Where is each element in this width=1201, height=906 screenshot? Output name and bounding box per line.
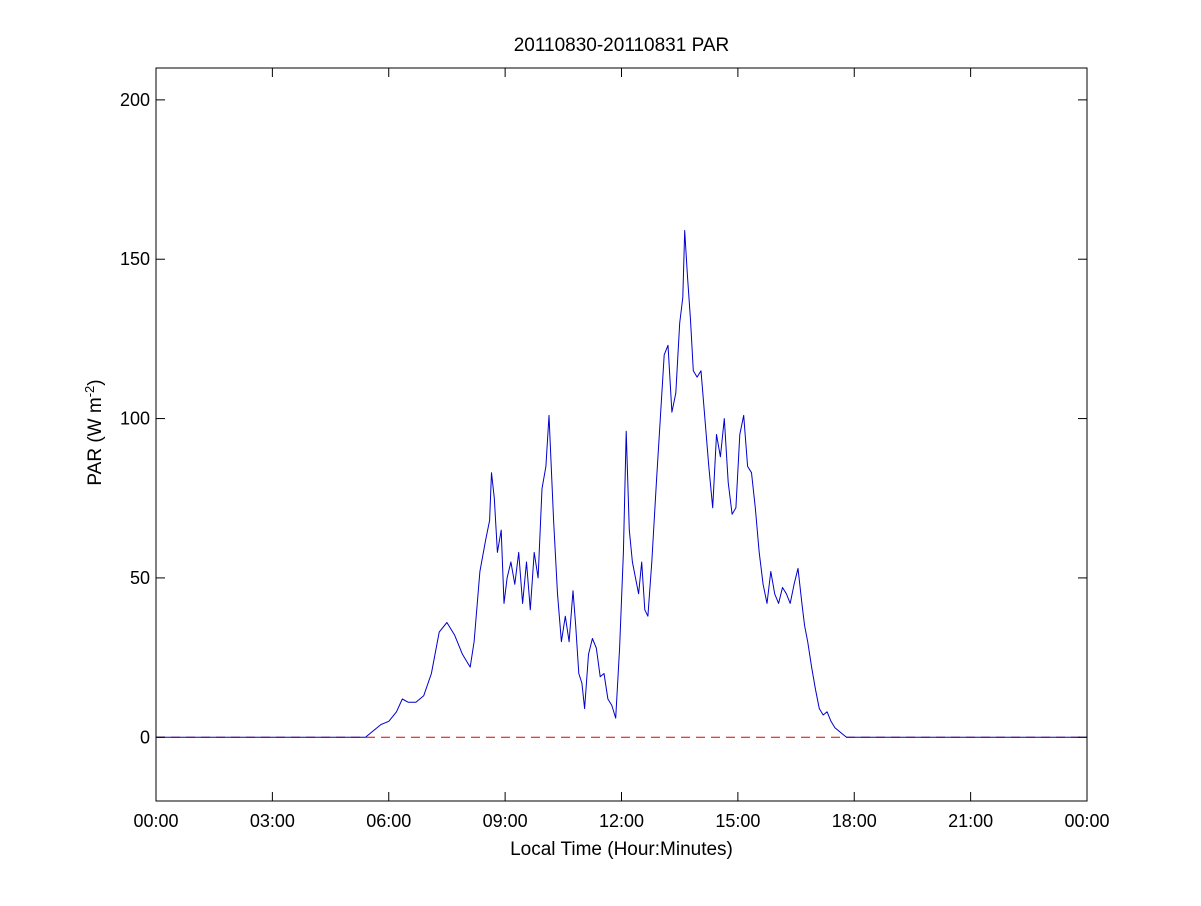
chart-title: 20110830-20110831 PAR [514, 35, 730, 56]
y-tick-label: 100 [120, 409, 150, 429]
x-tick-label: 03:00 [250, 811, 295, 831]
series-layer [156, 230, 1087, 738]
x-tick-label: 09:00 [483, 811, 528, 831]
x-tick-label: 06:00 [366, 811, 411, 831]
x-tick-label: 18:00 [832, 811, 877, 831]
y-axis-title-suffix: ) [85, 379, 106, 385]
x-tick-label: 12:00 [599, 811, 644, 831]
x-tick-labels: 00:00 03:00 06:00 09:00 12:00 15:00 18:00 21:00… [133, 811, 1109, 831]
x-tick-label: 00:00 [1064, 811, 1109, 831]
y-axis-title: PAR (W m-2) [82, 379, 107, 485]
y-tick-labels: 0 50 100 150 200 [120, 90, 150, 747]
x-axis-title: Local Time (Hour:Minutes) [510, 839, 733, 860]
y-axis-title-main: PAR (W m [85, 397, 106, 485]
y-tick-label: 50 [130, 568, 150, 588]
y-tick-label: 0 [140, 727, 150, 747]
x-tick-label: 15:00 [715, 811, 760, 831]
plot-area-frame [155, 67, 1088, 802]
axis-ticks [155, 68, 1088, 801]
x-tick-label: 00:00 [133, 811, 178, 831]
y-axis-title-superscript: -2 [82, 386, 97, 398]
y-tick-label: 200 [120, 90, 150, 110]
y-tick-label: 150 [120, 249, 150, 269]
x-tick-label: 21:00 [948, 811, 993, 831]
par-series-line [156, 230, 1087, 738]
